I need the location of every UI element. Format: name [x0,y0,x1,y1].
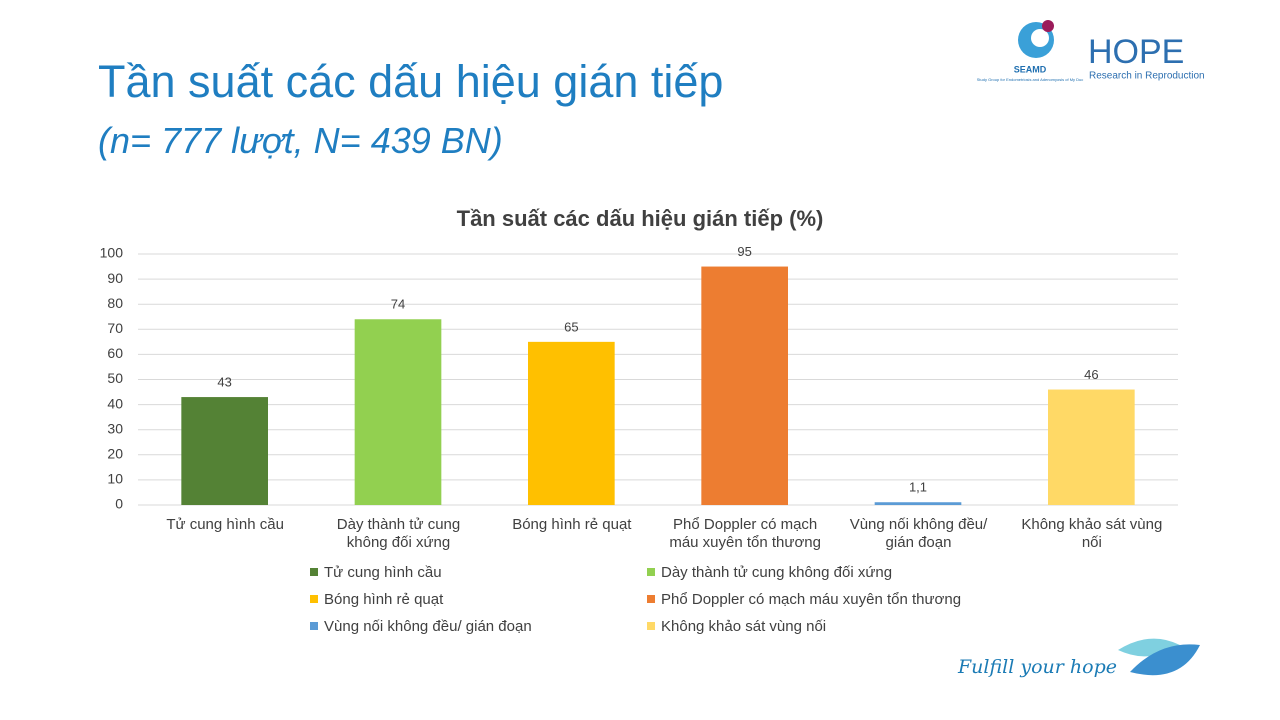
y-tick-label: 60 [107,345,123,361]
legend-swatch [310,568,318,576]
legend-item: Bóng hình rẻ quạt [310,591,443,608]
legend-item: Phổ Doppler có mạch máu xuyên tổn thương [647,591,961,608]
footer-text: Fulfill your hope [958,656,1117,678]
logo-text: HOPE [1088,33,1184,71]
legend-swatch [310,595,318,603]
logo-shape [1042,20,1054,32]
y-tick-label: 50 [107,370,123,386]
y-tick-label: 0 [115,496,123,512]
legend-label: Vùng nối không đều/ gián đoạn [324,618,532,635]
y-tick-label: 90 [107,270,123,286]
legend-label: Phổ Doppler có mạch máu xuyên tổn thương [661,591,962,608]
legend-label: Dày thành tử cung không đối xứng [661,564,893,581]
legend-swatch [310,622,318,630]
data-label: 1,1 [909,480,927,495]
logo-tagline: Study Group for Endometriosis and Adenom… [977,77,1084,82]
y-tick-label: 80 [107,295,123,311]
data-label: 74 [391,297,405,312]
legend-label: Bóng hình rẻ quạt [324,591,444,608]
data-label: 65 [564,319,578,334]
y-tick-label: 20 [107,446,123,462]
legend-item: Không khảo sát vùng nối [647,618,826,635]
data-label: 95 [737,244,751,259]
footer-leaf [1130,644,1200,676]
logo-tagline: Research in Reproduction [1089,71,1205,82]
bar [181,397,268,505]
slide-title: Tần suất các dấu hiệu gián tiếp [98,56,724,107]
x-tick-label: Bóng hình rẻ quạt [512,516,632,533]
legend-label: Không khảo sát vùng nối [661,618,827,635]
y-tick-label: 40 [107,395,123,411]
y-tick-label: 100 [100,245,124,261]
x-tick-label: Tử cung hình cầu [166,516,284,533]
logo-shape [1031,29,1049,47]
y-tick-label: 30 [107,420,123,436]
bar [874,502,962,505]
legend-swatch [647,622,655,630]
bar [354,319,442,505]
data-label: 46 [1084,367,1098,382]
x-tick-label: Không khảo sát vùng nối [1021,516,1163,551]
x-tick-label: Phổ Doppler có mạch máu xuyên tổn thương [669,516,821,551]
y-tick-label: 70 [107,320,123,336]
chart-title: Tần suất các dấu hiệu gián tiếp (%) [457,206,824,231]
data-label: 43 [217,375,231,390]
x-tick-label: Dày thành tử cung không đối xứng [336,516,461,551]
legend-swatch [647,568,655,576]
logo-text: SEAMD [1014,64,1047,74]
x-tick-label: Vùng nối không đều/ gián đoạn [849,516,988,551]
bar [528,341,615,505]
legend-swatch [647,595,655,603]
legend-item: Tử cung hình cầu [310,564,442,581]
slide-subtitle: (n= 777 lượt, N= 439 BN) [98,120,503,161]
bar [1048,389,1135,505]
legend-label: Tử cung hình cầu [324,564,442,581]
legend-item: Vùng nối không đều/ gián đoạn [310,618,532,635]
legend-item: Dày thành tử cung không đối xứng [647,564,892,581]
y-tick-label: 10 [107,471,123,487]
seamd-logo: SEAMD Study Group for Endometriosis and … [977,20,1084,82]
bar [701,266,788,505]
